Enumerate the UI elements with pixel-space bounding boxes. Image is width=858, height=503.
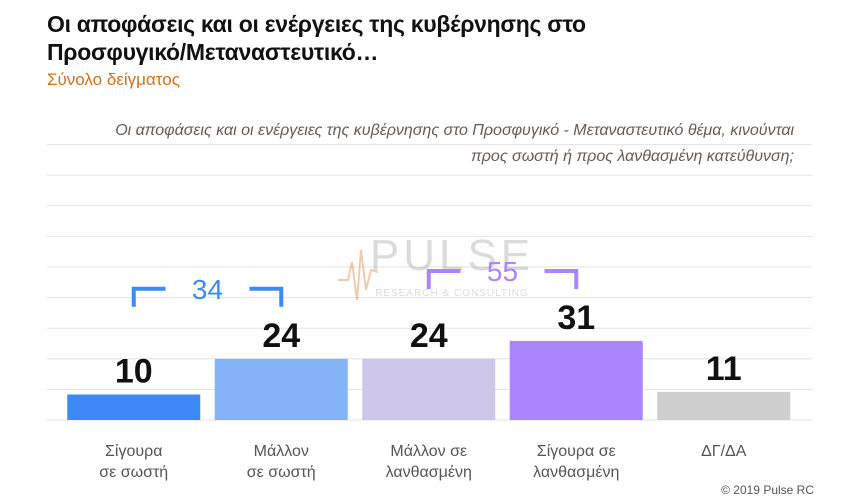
category-label: ΔΓ/ΔΑ bbox=[701, 443, 747, 460]
bar bbox=[657, 391, 791, 420]
bar bbox=[67, 394, 201, 420]
pulse-line-icon bbox=[338, 249, 379, 301]
group-total-label: 34 bbox=[192, 274, 223, 305]
data-label: 24 bbox=[262, 317, 300, 355]
bracket-left bbox=[426, 268, 461, 289]
bracket-right bbox=[249, 286, 284, 307]
group-bracket: 55 bbox=[426, 256, 579, 289]
data-label: 31 bbox=[557, 299, 595, 337]
watermark-tagline: RESEARCH & CONSULTING bbox=[375, 288, 529, 299]
chart-subtitle: Σύνολο δείγματος bbox=[47, 70, 180, 89]
category-label: λανθασμένη bbox=[386, 464, 472, 481]
group-total-label: 55 bbox=[487, 256, 518, 287]
category-label: Μάλλον bbox=[254, 443, 309, 460]
bracket-right bbox=[544, 268, 579, 289]
category-label: Σίγουρα bbox=[105, 443, 162, 460]
category-label: Σίγουρα σε bbox=[537, 443, 616, 460]
data-label: 24 bbox=[410, 317, 448, 355]
survey-question: Οι αποφάσεις και οι ενέργειες της κυβέρν… bbox=[115, 122, 794, 165]
bar bbox=[362, 358, 496, 420]
category-label: λανθασμένη bbox=[533, 464, 619, 481]
bar bbox=[214, 358, 348, 420]
category-label: σε σωστή bbox=[247, 464, 316, 481]
bracket-left bbox=[131, 286, 166, 307]
category-label: σε σωστή bbox=[99, 464, 168, 481]
data-label: 10 bbox=[115, 353, 153, 391]
category-label: Μάλλον σε bbox=[390, 443, 467, 460]
data-label: 11 bbox=[706, 350, 742, 388]
copyright-credit: © 2019 Pulse RC bbox=[721, 483, 814, 497]
bar bbox=[509, 340, 643, 420]
group-bracket: 34 bbox=[131, 274, 284, 307]
chart-title: Οι αποφάσεις και οι ενέργειες της κυβέρν… bbox=[47, 11, 586, 65]
